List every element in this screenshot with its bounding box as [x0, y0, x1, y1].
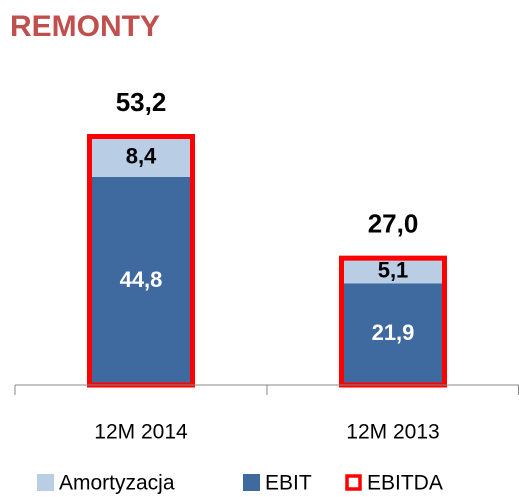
value-label: 5,1: [378, 257, 409, 282]
bar-segment: [343, 283, 443, 385]
x-tick-label: 12M 2013: [346, 421, 439, 444]
bar-segment: [343, 259, 443, 284]
bar-segment: [91, 138, 191, 177]
legend-label: EBITDA: [367, 472, 443, 495]
legend-swatch: [345, 474, 362, 491]
bar-segment: [91, 177, 191, 385]
value-label: 8,4: [126, 143, 157, 168]
legend-label: Amortyzacja: [59, 472, 175, 495]
total-label: 53,2: [116, 87, 167, 117]
legend-swatch: [243, 474, 260, 491]
value-label: 21,9: [372, 320, 415, 345]
x-tick-label: 12M 2014: [94, 421, 188, 444]
legend-swatch: [37, 474, 54, 491]
value-label: 44,8: [120, 267, 163, 292]
legend-label: EBIT: [265, 472, 312, 495]
chart-title: REMONTY: [10, 10, 160, 43]
total-label: 27,0: [368, 209, 419, 239]
